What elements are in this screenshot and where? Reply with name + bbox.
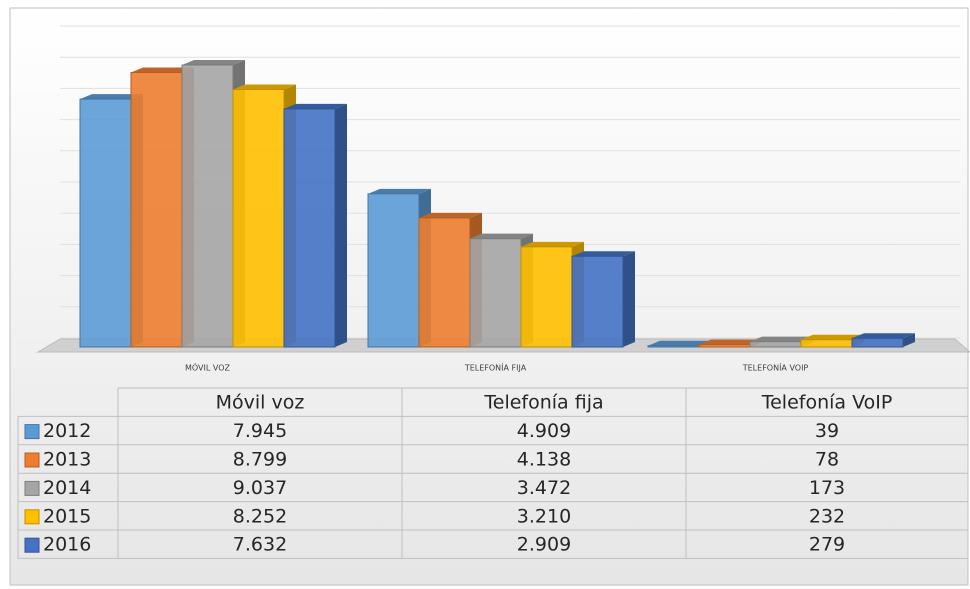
bar [647,345,700,348]
bar [232,89,285,348]
table-value: 4.909 [517,420,571,442]
legend-swatch [24,480,40,496]
bar-top [182,60,245,66]
bar [181,64,234,348]
bar-top [368,188,431,194]
table-value: 232 [809,505,845,527]
legend-label: 2015 [43,505,91,527]
table-value: 8.799 [233,449,287,471]
bar-top [750,336,813,342]
table-value: 7.632 [233,534,287,556]
legend-swatch [24,509,40,525]
bar-top [419,212,482,218]
bar-side [903,333,915,347]
bar [749,341,802,348]
bar [520,246,573,348]
table-value: 3.210 [517,505,571,527]
legend-label: 2013 [43,449,91,471]
bar-top [648,340,711,346]
legend-swatch [24,537,40,553]
bar [571,255,624,348]
table-value: 7.945 [233,420,287,442]
bar-top [233,84,296,90]
legend-label: 2014 [43,477,91,499]
legend-label: 2016 [43,534,91,556]
bar-top [521,241,584,247]
bar-top [699,339,762,345]
bar [79,98,132,348]
bar-top [131,67,194,73]
bar-top [284,103,347,109]
table-header: Telefonía VoIP [761,392,893,414]
table-header: Móvil voz [216,392,305,414]
bar [130,71,183,348]
bar-side [623,251,635,347]
legend-label: 2012 [43,420,91,442]
bar [469,238,522,348]
legend-swatch [24,452,40,468]
bar [418,217,471,348]
table-value: 9.037 [233,477,287,499]
bar [851,337,904,348]
table-header: Telefonía fija [483,392,603,414]
bar-top [572,251,635,257]
bar [367,193,420,348]
bar-top [801,334,864,340]
table-value: 2.909 [517,534,571,556]
table-value: 279 [809,534,845,556]
bar-top [470,233,533,239]
bar [800,339,853,348]
x-tick-label: TELEFONÍA FIJA [464,362,527,373]
bar-side [335,103,347,348]
bar-top [80,94,143,100]
x-tick-label: TELEFONÍA VOIP [742,362,809,373]
bar [698,344,751,348]
bar [283,108,336,348]
table-value: 4.138 [517,449,571,471]
table-value: 78 [815,449,839,471]
table-value: 39 [815,420,839,442]
x-tick-label: MÓVIL VOZ [185,362,231,373]
bar-top [852,333,915,339]
legend-swatch [24,424,40,440]
table-value: 173 [809,477,845,499]
table-value: 8.252 [233,505,287,527]
table-value: 3.472 [517,477,571,499]
